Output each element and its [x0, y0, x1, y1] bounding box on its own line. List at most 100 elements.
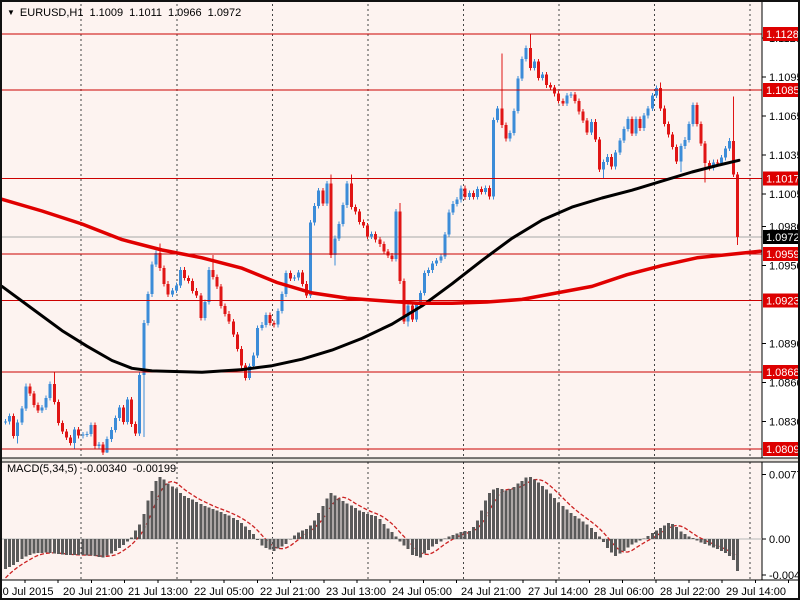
candle-body: [60, 422, 64, 432]
macd-bar: [382, 523, 386, 539]
candle-body: [215, 276, 219, 287]
macd-bar: [44, 539, 48, 553]
candle-body: [24, 386, 28, 409]
candle-body: [97, 444, 101, 446]
candle-body: [479, 189, 483, 193]
macd-bar: [626, 539, 630, 548]
macd-bar: [284, 539, 288, 545]
candle-body: [646, 108, 650, 116]
candle-body: [398, 211, 402, 282]
time-axis-label: 24 Jul 05:00: [392, 586, 452, 598]
candle-body: [654, 88, 658, 96]
current-price-badge: [763, 230, 798, 244]
symbol-dropdown-icon[interactable]: ▼: [7, 8, 15, 17]
time-axis-label: 27 Jul 14:00: [528, 586, 588, 598]
macd-bar: [52, 539, 56, 554]
candle-body: [65, 431, 69, 438]
macd-bar: [622, 539, 626, 551]
macd-bar: [305, 528, 309, 539]
macd-bar: [455, 533, 459, 539]
high-value: 1.1011: [129, 7, 162, 19]
candle-body: [455, 199, 459, 204]
macd-bar: [736, 539, 740, 571]
candle-body: [12, 415, 16, 437]
candle-body: [44, 398, 48, 408]
macd-bar: [479, 510, 483, 539]
candle-body: [658, 88, 662, 109]
macd-bar: [508, 489, 512, 539]
candle-body: [109, 429, 113, 440]
price-axis-strip[interactable]: [762, 2, 800, 580]
macd-bar: [280, 539, 284, 547]
macd-bar: [553, 498, 557, 539]
macd-bar: [162, 479, 166, 539]
macd-bar: [398, 539, 402, 542]
candle-body: [728, 140, 732, 149]
macd-bar: [349, 505, 353, 539]
candle-body: [32, 393, 36, 405]
symbol-timeframe-label: EURUSD,H1: [19, 7, 84, 19]
time-axis-label: 23 Jul 13:00: [326, 586, 386, 598]
candle-body: [154, 252, 158, 265]
macd-bar: [300, 530, 304, 539]
candle-body: [496, 108, 500, 120]
candle-body: [601, 162, 605, 170]
candle-body: [280, 294, 284, 312]
macd-bar: [48, 539, 52, 553]
candle-body: [618, 140, 622, 153]
candle-body: [545, 74, 549, 86]
macd-bar: [260, 539, 264, 546]
time-axis-strip[interactable]: [2, 580, 800, 600]
candle-body: [622, 128, 626, 141]
macd-bar: [378, 518, 382, 539]
candle-body: [260, 324, 264, 328]
time-axis-label: 29 Jul 14:00: [726, 586, 786, 598]
main-plot-background[interactable]: [2, 2, 762, 458]
candle-body: [536, 61, 540, 78]
candle-body: [589, 121, 593, 133]
macd-bar: [166, 483, 170, 539]
candlestick-series: [4, 34, 740, 456]
candle-body: [105, 439, 109, 453]
candle-body: [121, 407, 125, 423]
panel-divider[interactable]: [2, 458, 800, 462]
macd-bar: [357, 510, 361, 539]
macd-bar: [565, 509, 569, 539]
macd-bar: [117, 539, 121, 549]
macd-bar: [524, 477, 528, 539]
candle-body: [276, 311, 280, 325]
macd-bar: [573, 515, 577, 539]
time-axis[interactable]: 20 Jul 2015 20 Jul 21:00 21 Jul 13:00 22 Ju…: [2, 580, 790, 598]
price-level-badge-label: 1.0923: [766, 296, 800, 308]
macd-bar: [414, 539, 418, 557]
price-axis[interactable]: 1.11251.10951.10651.10351.10051.09801.09…: [761, 2, 800, 580]
macd-bar: [561, 506, 565, 539]
macd-bar: [703, 539, 707, 545]
macd-bar: [435, 539, 439, 545]
candle-body: [638, 118, 642, 129]
candle-body: [28, 386, 32, 394]
candle-body: [296, 272, 300, 278]
macd-bar: [292, 535, 296, 539]
macd-indicator-header: MACD(5,34,5) -0.00340 -0.00199: [7, 463, 176, 475]
slow-ma-line-black: [2, 158, 741, 374]
candle-body: [288, 272, 292, 279]
macd-bar: [223, 513, 227, 539]
macd-bar: [353, 508, 357, 539]
candle-body: [349, 183, 353, 208]
candle-body: [130, 399, 134, 425]
macd-bar: [528, 477, 532, 539]
candle-body: [203, 302, 207, 318]
macd-bar: [475, 520, 479, 539]
candle-body: [317, 190, 321, 206]
candle-body: [345, 183, 349, 206]
candle-body: [569, 94, 573, 96]
candle-body: [357, 211, 361, 222]
candle-body: [195, 290, 199, 296]
macd-bar: [601, 539, 605, 543]
candle-body: [650, 95, 654, 109]
candle-body: [333, 238, 337, 256]
macd-bar: [707, 539, 711, 546]
candle-body: [174, 285, 178, 291]
